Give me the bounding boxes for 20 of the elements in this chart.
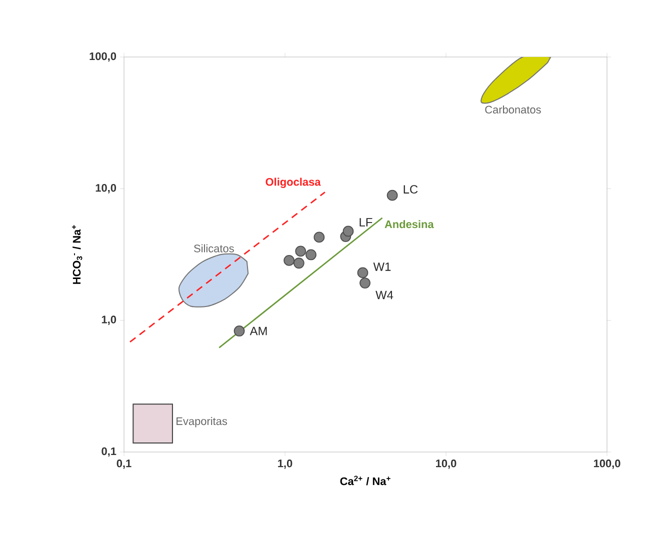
x-tick-label: 1,0 — [278, 460, 292, 469]
data-label: LC — [404, 185, 418, 194]
x-axis-title: Ca$^{2+}$ / Na$^{+}$ — [340, 476, 390, 486]
data-label: W4 — [376, 290, 394, 300]
series-label: Andesina — [384, 220, 434, 228]
series-label: Oligoclasa — [266, 178, 321, 188]
data-label: W1 — [373, 262, 391, 271]
series-label: Carbonatos — [485, 105, 541, 114]
y-tick-label: 0,1 — [102, 447, 116, 457]
y-axis-title: HCO$_{3}$$^{-}$ / Na$^{+}$ — [72, 225, 82, 284]
x-tick-label: 10,0 — [436, 460, 456, 469]
x-tick-label: 0,1 — [116, 460, 132, 469]
x-tick-label: 100,0 — [594, 460, 620, 469]
data-label: AM — [250, 326, 267, 336]
y-tick-label: 10,0 — [96, 184, 116, 194]
y-tick-label: 100,0 — [90, 52, 116, 62]
series-label: Silicatos — [194, 244, 234, 252]
data-label: LF — [360, 218, 372, 226]
series-label: Evaporitas — [176, 417, 228, 428]
y-tick-label: 1,0 — [102, 316, 116, 326]
